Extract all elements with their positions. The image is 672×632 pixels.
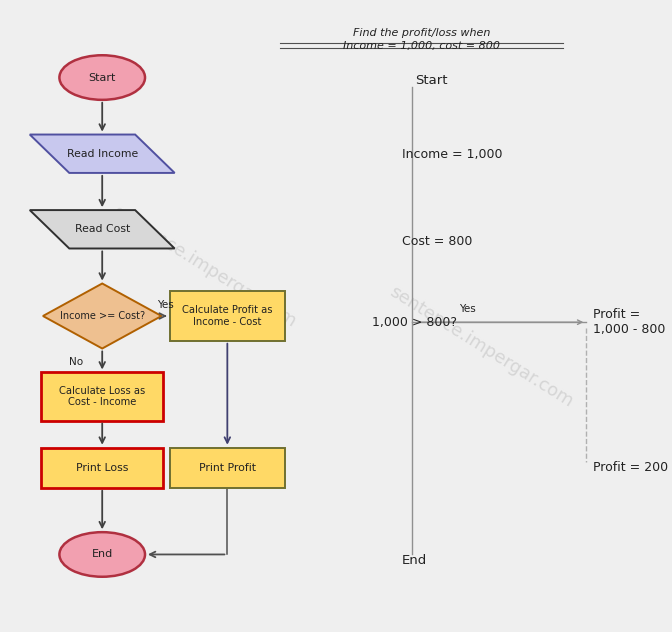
Text: Print Loss: Print Loss <box>76 463 128 473</box>
Text: 1,000 > 800?: 1,000 > 800? <box>372 316 457 329</box>
Ellipse shape <box>59 532 145 577</box>
Text: Start: Start <box>89 73 116 83</box>
Bar <box>41 372 163 421</box>
Text: Calculate Loss as
Cost - Income: Calculate Loss as Cost - Income <box>59 386 145 407</box>
Text: Income = 1,000: Income = 1,000 <box>402 149 503 161</box>
Bar <box>170 291 285 341</box>
Bar <box>41 447 163 488</box>
Text: Yes: Yes <box>460 303 476 313</box>
Text: Start: Start <box>415 74 448 87</box>
Text: sentence.impergar.com: sentence.impergar.com <box>110 202 299 331</box>
Text: No: No <box>69 357 83 367</box>
Polygon shape <box>30 210 175 248</box>
Bar <box>170 447 285 488</box>
Text: Read Income: Read Income <box>67 149 138 159</box>
Text: Income >= Cost?: Income >= Cost? <box>60 311 144 321</box>
Text: Print Profit: Print Profit <box>199 463 256 473</box>
Text: sentence.impergar.com: sentence.impergar.com <box>386 283 576 411</box>
Text: Profit =
1,000 - 800: Profit = 1,000 - 800 <box>593 308 665 336</box>
Text: Yes: Yes <box>157 300 174 310</box>
Text: Calculate Profit as
Income - Cost: Calculate Profit as Income - Cost <box>182 305 273 327</box>
Ellipse shape <box>59 55 145 100</box>
Text: Read Cost: Read Cost <box>75 224 130 234</box>
Text: End: End <box>91 549 113 559</box>
Polygon shape <box>30 135 175 173</box>
Polygon shape <box>43 284 161 348</box>
Text: End: End <box>402 554 427 567</box>
Text: Profit = 200: Profit = 200 <box>593 461 668 474</box>
Text: Cost = 800: Cost = 800 <box>402 235 472 248</box>
Text: Find the profit/loss when
Income = 1,000, cost = 800: Find the profit/loss when Income = 1,000… <box>343 28 500 51</box>
